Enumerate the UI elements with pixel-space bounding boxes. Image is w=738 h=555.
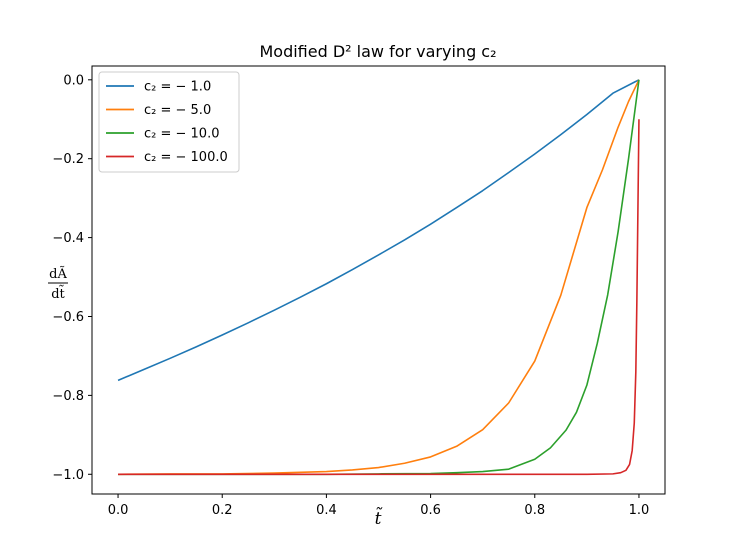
- series-line-0: [117, 79, 640, 382]
- y-tick-label: −0.2: [52, 152, 84, 167]
- y-axis-ticks: 0.0 −0.2 −0.4 −0.6 −0.8 −1.0: [52, 73, 92, 483]
- y-tick-label: −0.4: [52, 231, 84, 246]
- x-axis-ticks: 0.0 0.2 0.4 0.6 0.8 1.0: [108, 494, 650, 518]
- y-axis-label: dÃ dt̃: [48, 266, 68, 302]
- y-tick-label: −0.6: [52, 310, 84, 325]
- x-axis-label: t̃: [375, 507, 383, 529]
- legend-label-1: c₂ = − 5.0: [144, 103, 211, 118]
- x-tick-label: 0.0: [108, 503, 129, 518]
- x-tick-label: 0.2: [212, 503, 233, 518]
- legend-label-2: c₂ = − 10.0: [144, 127, 220, 142]
- x-tick-label: 0.6: [420, 503, 441, 518]
- y-tick-label: −0.8: [52, 389, 84, 404]
- legend: c₂ = − 1.0 c₂ = − 5.0 c₂ = − 10.0 c₂ = − 10…: [98, 71, 240, 173]
- plot-area: [91, 65, 666, 495]
- series-line-1: [118, 79, 640, 476]
- x-tick-label: 1.0: [629, 503, 650, 518]
- legend-label-3: c₂ = − 100.0: [144, 150, 228, 165]
- x-tick-label: 0.8: [524, 503, 545, 518]
- axes-frame: [91, 65, 666, 495]
- legend-label-0: c₂ = − 1.0: [144, 80, 211, 95]
- y-tick-label: 0.0: [63, 73, 84, 88]
- x-tick-label: 0.4: [316, 503, 337, 518]
- legend-box: [98, 71, 240, 173]
- series-line-3: [118, 119, 640, 476]
- y-axis-label-numerator: dÃ: [49, 266, 67, 282]
- y-axis-label-denominator: dt̃: [51, 285, 65, 302]
- chart-title: Modified D² law for varying c₂: [259, 42, 496, 61]
- y-tick-label: −1.0: [52, 468, 84, 483]
